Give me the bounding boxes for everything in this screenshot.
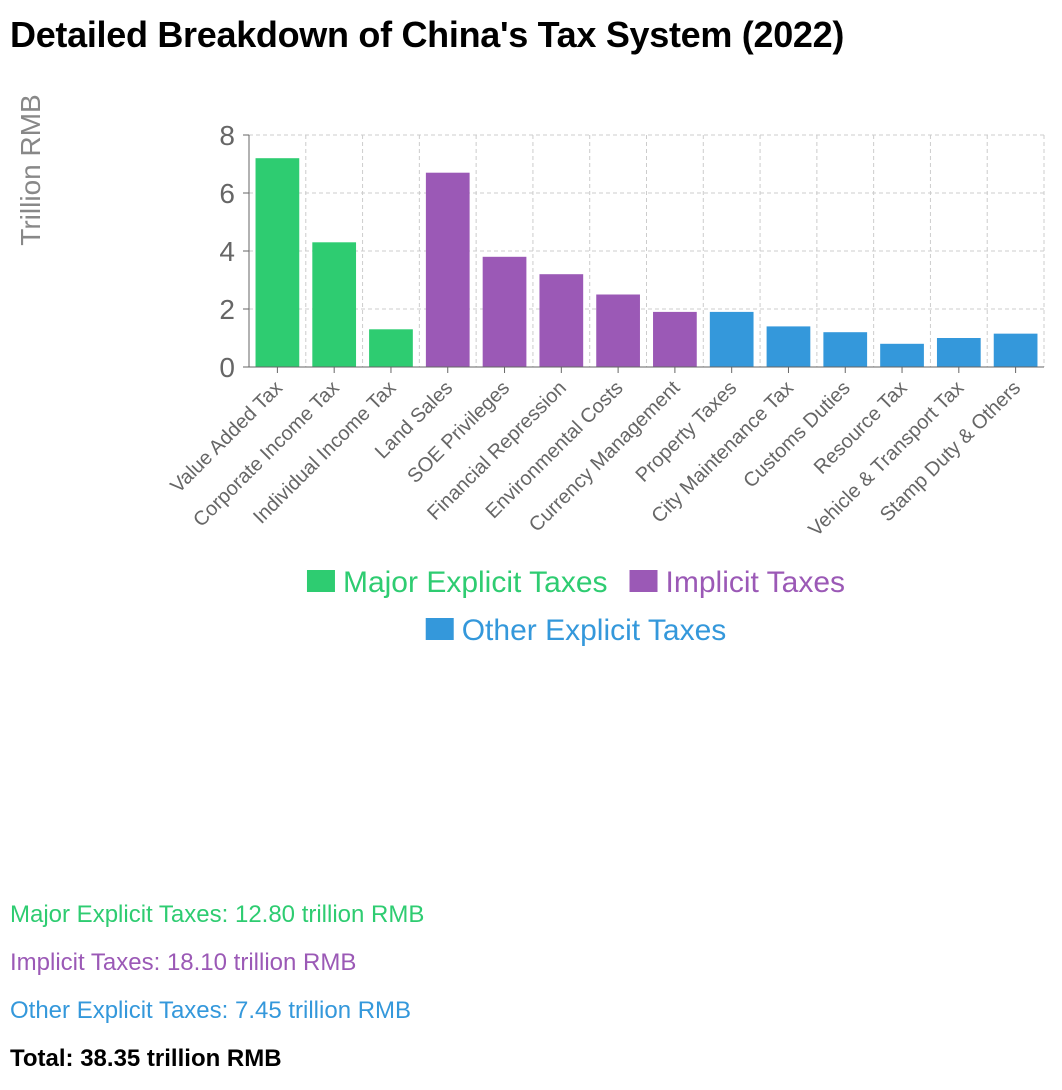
x-tick-label: Property Taxes — [632, 377, 742, 487]
bar-other — [709, 311, 754, 367]
bar-other — [766, 326, 811, 367]
y-tick-label: 6 — [219, 178, 235, 209]
legend-label-major: Major Explicit Taxes — [343, 566, 608, 599]
totals-summary: Major Explicit Taxes: 12.80 trillion RMB… — [10, 898, 424, 1090]
bar-other — [880, 343, 924, 367]
legend-swatch-major — [306, 570, 335, 592]
bar-other — [936, 338, 981, 367]
bar-implicit — [596, 294, 640, 367]
legend-label-other: Other Explicit Taxes — [462, 614, 727, 647]
x-tick-label: SOE Privileges — [403, 377, 514, 488]
bar-implicit — [482, 256, 527, 367]
legend-swatch-other — [425, 618, 454, 640]
bar-implicit — [539, 274, 584, 367]
y-tick-label: 2 — [219, 294, 235, 325]
summary-implicit: Implicit Taxes: 18.10 trillion RMB — [10, 949, 357, 976]
bar-major — [369, 329, 413, 367]
bar-major — [255, 158, 300, 367]
bar-implicit — [425, 172, 470, 367]
legend-swatch-implicit — [629, 570, 658, 592]
bar-implicit — [653, 311, 697, 367]
y-axis-label: Trillion RMB — [15, 94, 46, 245]
bar-other — [823, 332, 868, 367]
y-tick-label: 0 — [219, 352, 235, 383]
y-tick-label: 4 — [219, 236, 235, 267]
chart-title: Detailed Breakdown of China's Tax System… — [10, 14, 845, 55]
bar-other — [993, 333, 1038, 367]
summary-total: Total: 38.35 trillion RMB — [10, 1045, 282, 1072]
legend-label-implicit: Implicit Taxes — [666, 566, 846, 599]
summary-other: Other Explicit Taxes: 7.45 trillion RMB — [10, 997, 412, 1024]
summary-major: Major Explicit Taxes: 12.80 trillion RMB — [10, 901, 425, 928]
y-tick-label: 8 — [219, 120, 235, 151]
bar-major — [312, 242, 357, 367]
